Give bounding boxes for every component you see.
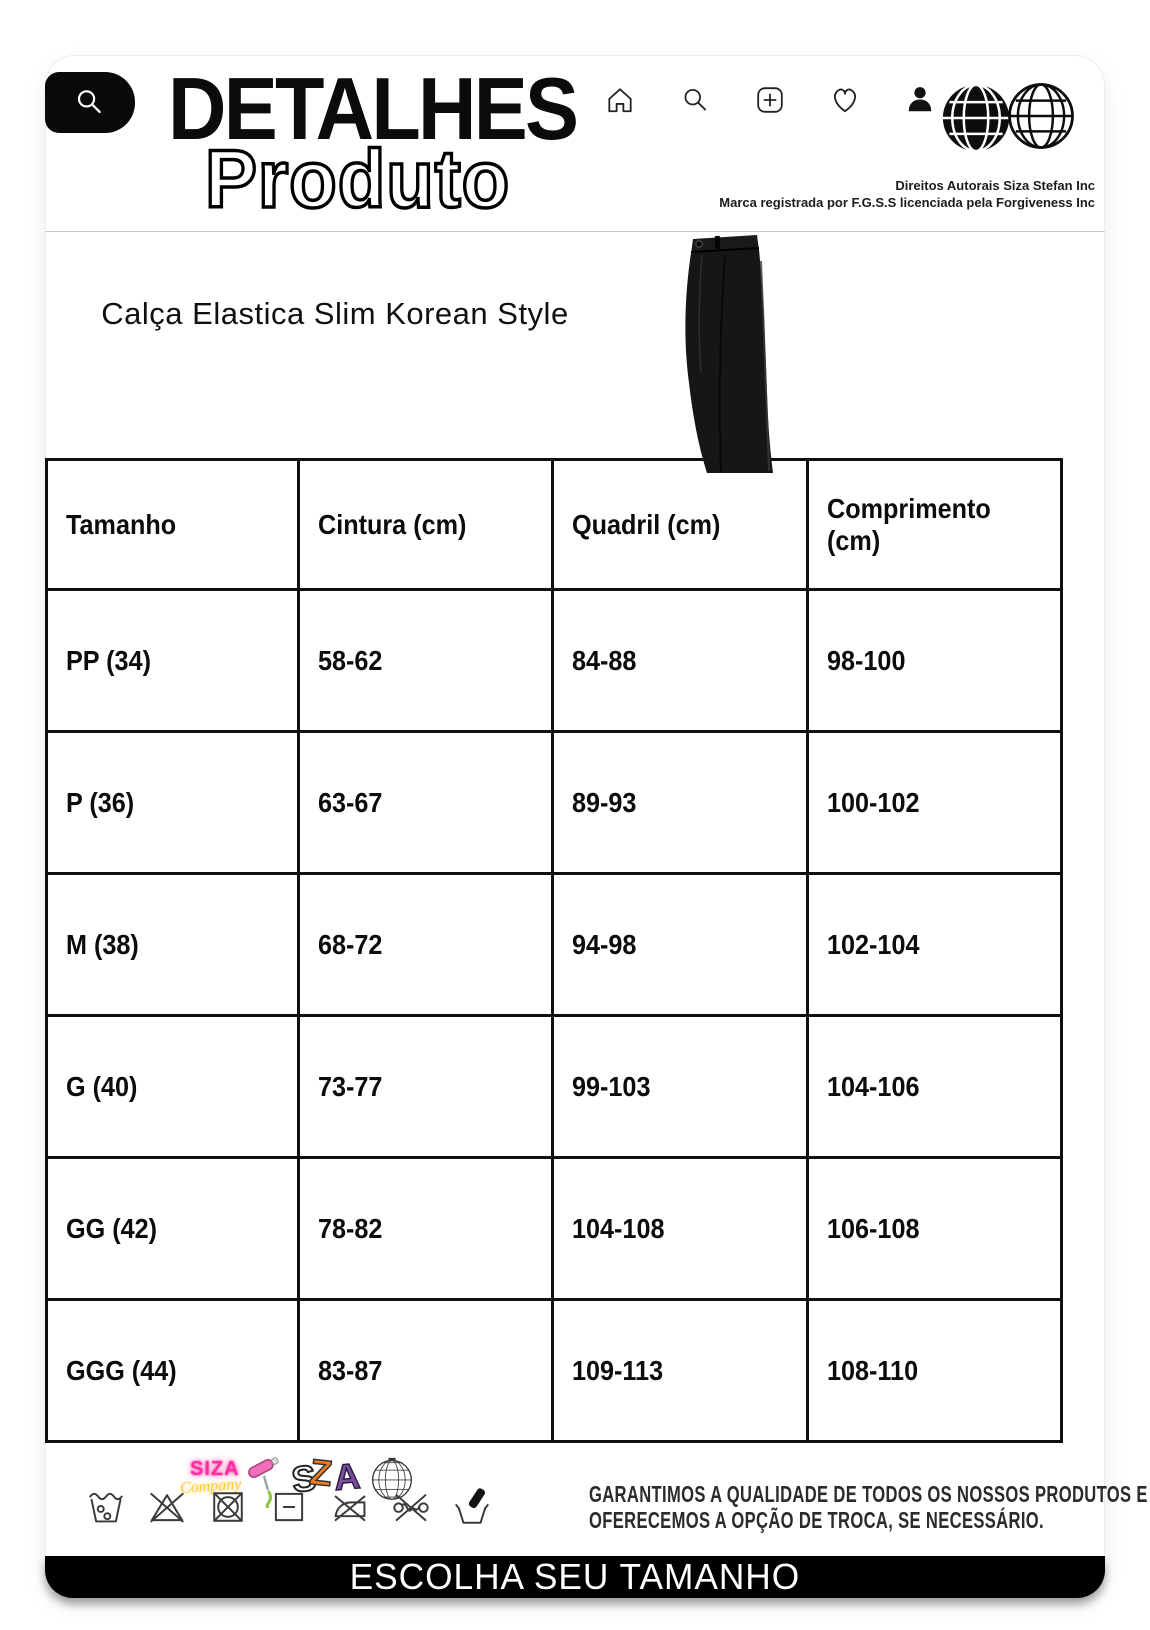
search-icon[interactable] <box>677 82 713 118</box>
table-row: G (40) 73-77 99-103 104-106 <box>45 1014 1063 1159</box>
do-not-bleach-icon <box>150 1492 184 1523</box>
choose-size-button[interactable]: ESCOLHA SEU TAMANHO <box>45 1556 1105 1598</box>
globe-filled-icon <box>942 83 1010 153</box>
disco-globe-icon <box>371 1457 413 1500</box>
magnifier-icon <box>77 89 101 113</box>
do-not-iron-icon <box>334 1495 366 1522</box>
brand-logo-strip: SIZA Company S Z A <box>179 1450 440 1508</box>
product-image-pants <box>685 235 773 473</box>
guarantee-line-1: GARANTIMOS A QUALIDADE DE TODOS OS NOSSO… <box>589 1481 1148 1507</box>
profile-icon[interactable] <box>902 82 938 118</box>
table-row: M (38) 68-72 94-98 102-104 <box>45 872 1063 1017</box>
add-post-icon[interactable] <box>752 82 788 118</box>
brand-globes <box>940 80 1076 156</box>
guarantee-line-2: OFERECEMOS A OPÇÃO DE TROCA, SE NECESSÁR… <box>589 1507 1044 1533</box>
home-icon[interactable] <box>602 82 638 118</box>
heart-icon[interactable] <box>827 82 863 118</box>
do-not-wring-icon <box>393 1494 429 1522</box>
table-header-row: Tamanho Cintura (cm) Quadril (cm) Compri… <box>45 458 1063 591</box>
machine-wash-icon <box>89 1492 123 1523</box>
page-title: DETALHES <box>168 59 579 158</box>
globe-outline-icon <box>1008 83 1074 149</box>
table-row: PP (34) 58-62 84-88 98-100 <box>45 588 1063 733</box>
table-row: P (36) 63-67 89-93 100-102 <box>45 730 1063 875</box>
header-divider <box>45 231 1105 232</box>
guarantee-text: GARANTIMOS A QUALIDADE DE TODOS OS NOSSO… <box>505 1481 1148 1533</box>
choose-size-label: ESCOLHA SEU TAMANHO <box>349 1556 801 1597</box>
dry-flat-icon <box>274 1492 304 1522</box>
col-header-cintura: Cintura (cm) <box>297 458 554 591</box>
page-subtitle: Produto <box>203 132 511 227</box>
copyright-block: Direitos Autorais Siza Stefan Inc Marca … <box>475 177 1095 211</box>
app-nav <box>602 82 938 118</box>
care-instructions <box>85 1486 493 1528</box>
hand-wash-icon <box>455 1488 489 1524</box>
do-not-tumble-dry-icon <box>213 1492 243 1522</box>
search-badge-button[interactable] <box>45 72 135 133</box>
product-title: Calça Elastica Slim Korean Style <box>101 296 569 331</box>
size-table: Tamanho Cintura (cm) Quadril (cm) Compri… <box>45 458 1063 1443</box>
copyright-line-1: Direitos Autorais Siza Stefan Inc <box>895 178 1095 193</box>
table-row: GGG (44) 83-87 109-113 108-110 <box>45 1298 1063 1443</box>
paint-roller-icon <box>248 1457 279 1508</box>
col-header-tamanho: Tamanho <box>45 458 300 591</box>
brand-name-neon: SIZA <box>190 1458 240 1480</box>
copyright-line-2: Marca registrada por F.G.S.S licenciada … <box>719 195 1095 210</box>
table-row: GG (42) 78-82 104-108 106-108 <box>45 1156 1063 1301</box>
col-header-quadril: Quadril (cm) <box>551 458 809 591</box>
col-header-comprimento: Comprimento (cm) <box>806 458 1063 591</box>
